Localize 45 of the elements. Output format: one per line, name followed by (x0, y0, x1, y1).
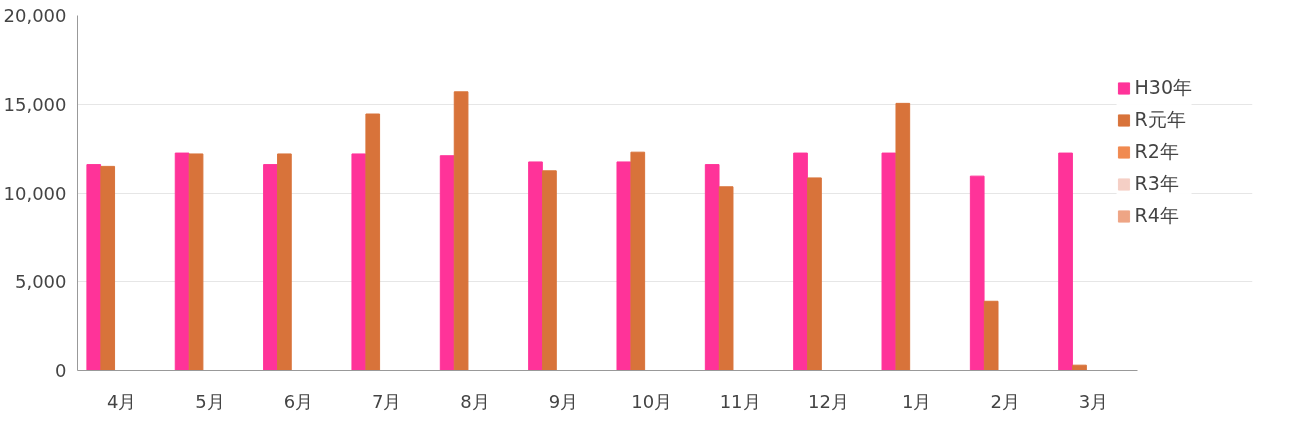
y-tick-label: 0 (55, 360, 67, 381)
x-tick-label: 3月 (1078, 390, 1109, 412)
bar (793, 152, 808, 371)
x-tick-label: 7月 (371, 390, 402, 412)
bar (263, 164, 278, 371)
bar (100, 165, 116, 371)
bar (351, 153, 367, 371)
bar (718, 186, 734, 371)
x-tick-label: 1月 (902, 390, 932, 412)
bar (807, 177, 822, 371)
x-tick-label: 2月 (990, 390, 1020, 412)
bar (704, 164, 720, 371)
bar (528, 161, 543, 371)
bar (1058, 152, 1073, 371)
bar (188, 153, 204, 371)
bar (86, 164, 102, 371)
bar (983, 300, 999, 371)
x-tick-label: 9月 (548, 390, 579, 412)
y-tick-label: 20,000 (3, 5, 67, 26)
legend-label: R4年 (1134, 203, 1179, 228)
legend-label: R元年 (1134, 107, 1186, 132)
bar (542, 170, 557, 371)
x-tick-label: 4月 (106, 390, 137, 412)
x-tick-label: 10月 (631, 390, 673, 412)
bar (277, 153, 292, 371)
bar (365, 113, 381, 371)
y-tick-label: 10,000 (3, 182, 67, 204)
x-tick-label: 11月 (719, 390, 761, 412)
x-tick-label: 5月 (195, 390, 225, 412)
legend-label: R2年 (1134, 139, 1179, 164)
bar (439, 155, 455, 371)
bar (174, 152, 190, 371)
bar (969, 175, 985, 371)
bar (895, 102, 911, 371)
y-tick-label: 15,000 (3, 93, 67, 115)
legend-label: R3年 (1134, 171, 1179, 196)
x-tick-label: 6月 (283, 390, 314, 412)
x-tick-label: 8月 (460, 390, 490, 412)
bar (453, 91, 469, 371)
bar (616, 161, 632, 371)
legend-label: H30年 (1134, 75, 1192, 100)
bar (630, 151, 646, 371)
x-tick-label: 12月 (807, 390, 849, 412)
bar (881, 152, 897, 371)
y-tick-label: 5,000 (14, 271, 67, 293)
